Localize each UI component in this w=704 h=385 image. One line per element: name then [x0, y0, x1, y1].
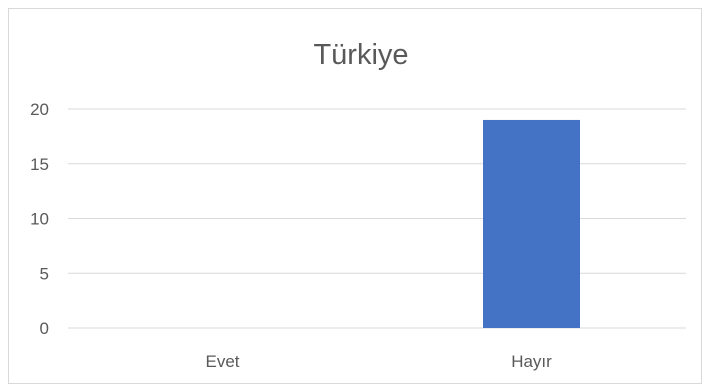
bars: [483, 119, 580, 328]
chart-title: Türkiye: [313, 39, 408, 71]
x-axis-tick-labels: Evet Hayır: [205, 352, 552, 371]
y-tick-label: 0: [40, 319, 49, 338]
chart-frame: [8, 8, 702, 384]
y-tick-label: 20: [30, 100, 49, 119]
x-tick-label: Evet: [205, 352, 239, 371]
y-tick-label: 10: [30, 210, 49, 229]
y-tick-label: 15: [30, 155, 49, 174]
gridlines: [68, 108, 686, 329]
y-axis-tick-labels: 0 5 10 15 20: [30, 100, 49, 338]
x-tick-label: Hayır: [511, 352, 552, 371]
y-tick-label: 5: [40, 264, 49, 283]
bar-hayır: [483, 119, 580, 328]
